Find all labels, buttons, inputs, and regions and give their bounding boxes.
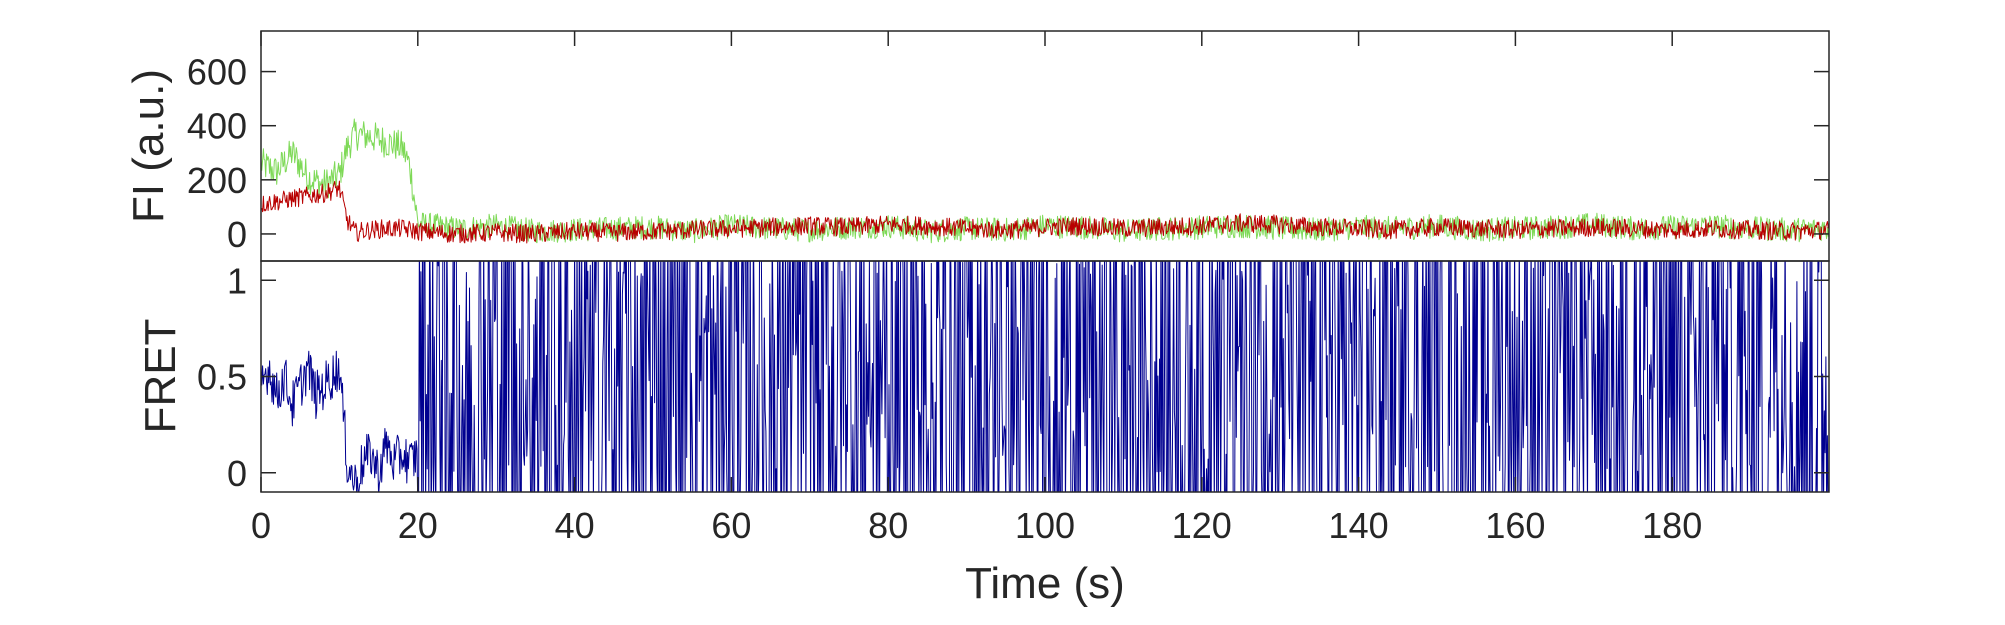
fluorescence-panel: 0 200 400 600 FI (a.u.): [124, 30, 1830, 262]
time-x-tick-label: 160: [1485, 505, 1545, 546]
fluorescence-y-axis-label: FI (a.u.): [124, 69, 173, 223]
fret-y-tick-label: 1: [227, 260, 247, 301]
time-x-tick-label: 100: [1015, 505, 1075, 546]
fluorescence-y-tick-label: 400: [187, 106, 247, 147]
time-x-tick-label: 80: [868, 505, 908, 546]
fluorescence-y-tick-label: 200: [187, 160, 247, 201]
time-x-tick-label: 40: [555, 505, 595, 546]
fluorescence-y-tick-label: 0: [227, 214, 247, 255]
fluorescence-y-ticks: 0 200 400 600: [187, 52, 1829, 255]
time-x-tick-label: 20: [398, 505, 438, 546]
time-x-tick-label: 140: [1329, 505, 1389, 546]
fret-trace-line: [261, 261, 1829, 492]
acceptor-trace-line: [261, 180, 1829, 244]
fluorescence-series-group: [261, 118, 1829, 244]
fluorescence-y-tick-label: 600: [187, 52, 247, 93]
time-x-tick-label: 120: [1172, 505, 1232, 546]
time-x-tick-label: 60: [711, 505, 751, 546]
fret-y-tick-label: 0.5: [197, 357, 247, 398]
time-x-ticks: 0 20 40 60 80 100 120 140 160 180: [251, 31, 1702, 546]
fret-y-ticks: 00.51: [197, 260, 1829, 494]
fret-y-axis-label: FRET: [136, 319, 185, 434]
time-x-axis-label: Time (s): [965, 559, 1125, 608]
time-x-tick-label: 180: [1642, 505, 1702, 546]
time-x-tick-label: 0: [251, 505, 271, 546]
fret-series-group: [261, 261, 1829, 492]
fret-y-tick-label: 0: [227, 453, 247, 494]
fret-panel: 00.51 0 20 40 60 80 100 120 140 160 180 FRET Time…: [136, 31, 1830, 608]
